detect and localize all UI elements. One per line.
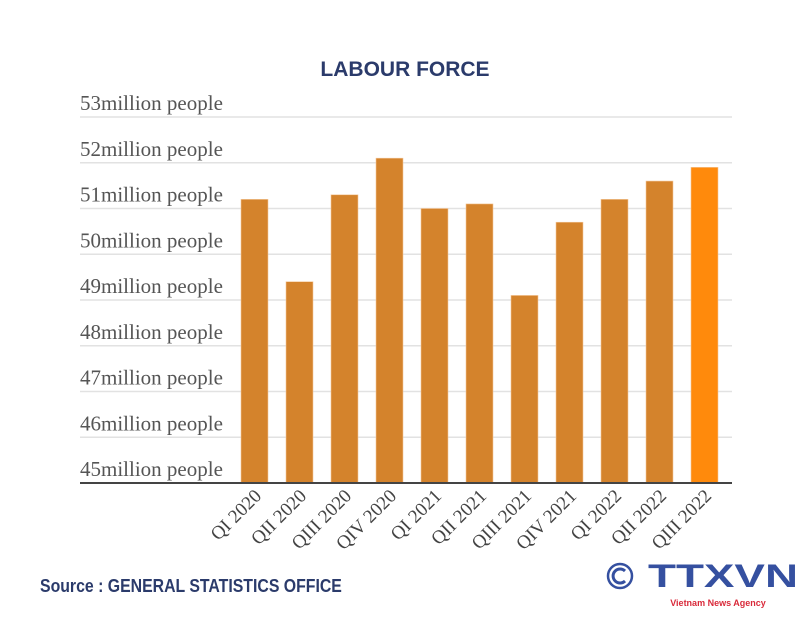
copyright-icon	[606, 562, 634, 590]
y-tick-label: 45million people	[80, 457, 223, 481]
bar	[285, 281, 314, 484]
logo-text: TTXVN	[648, 558, 798, 594]
y-tick-label: 47million people	[80, 366, 223, 390]
bar	[600, 199, 629, 484]
copyright-c-mark	[611, 567, 627, 585]
y-tick-label: 48million people	[80, 320, 223, 344]
bar	[240, 199, 269, 484]
source-note: Source : GENERAL STATISTICS OFFICE	[40, 576, 342, 596]
y-tick-label: 53million people	[80, 91, 223, 115]
bar	[420, 208, 449, 484]
bar	[555, 221, 584, 484]
y-tick-label: 51million people	[80, 183, 223, 207]
y-tick-label: 49million people	[80, 274, 223, 298]
ttxvn-logo: TTXVN Vietnam News Agency	[606, 558, 798, 608]
y-tick-label: 52million people	[80, 137, 223, 161]
bar	[465, 203, 494, 484]
bar	[330, 194, 359, 484]
y-tick-label: 50million people	[80, 228, 223, 252]
y-tick-label: 46million people	[80, 411, 223, 435]
logo-subtitle: Vietnam News Agency	[670, 598, 766, 608]
bar	[690, 167, 719, 484]
chart-title: LABOUR FORCE	[320, 58, 490, 81]
bar	[645, 180, 674, 484]
bar	[375, 157, 404, 484]
bar	[510, 295, 539, 484]
